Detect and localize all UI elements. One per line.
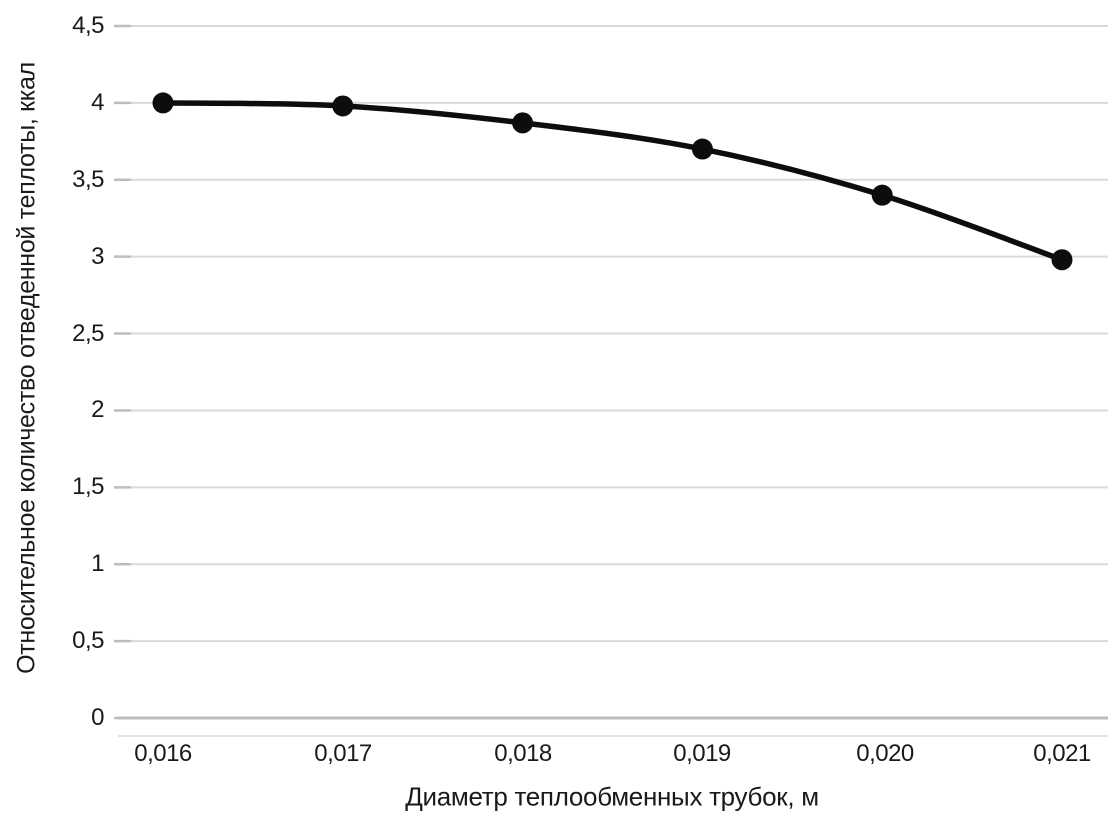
y-tick-label: 3 xyxy=(91,243,104,270)
y-tick-label: 4 xyxy=(91,89,104,116)
data-point xyxy=(512,112,534,134)
x-tick-label: 0,018 xyxy=(494,740,552,767)
y-tick-label: 1,5 xyxy=(72,473,104,500)
data-point xyxy=(691,138,713,160)
y-tick-label: 4,5 xyxy=(72,12,104,39)
data-point xyxy=(152,92,174,114)
x-tick-label: 0,016 xyxy=(134,740,192,767)
x-tick-label: 0,020 xyxy=(856,740,914,767)
y-tick-label: 0,5 xyxy=(72,627,104,654)
x-tick-label: 0,021 xyxy=(1033,740,1091,767)
data-point xyxy=(871,184,893,206)
y-axis-title: Относительное количество отведенной тепл… xyxy=(12,62,41,674)
y-tick-label: 2 xyxy=(91,396,104,423)
x-tick-label: 0,019 xyxy=(673,740,731,767)
data-point xyxy=(1051,249,1073,271)
y-tick-label: 1 xyxy=(91,550,104,577)
data-line xyxy=(160,100,1065,263)
y-tick-label: 0 xyxy=(91,704,104,731)
y-tick-label: 3,5 xyxy=(72,166,104,193)
y-tick-label: 2,5 xyxy=(72,320,104,347)
x-axis-title: Диаметр теплообменных трубок, м xyxy=(405,781,819,812)
x-tick-label: 0,017 xyxy=(314,740,372,767)
data-point xyxy=(332,95,354,117)
